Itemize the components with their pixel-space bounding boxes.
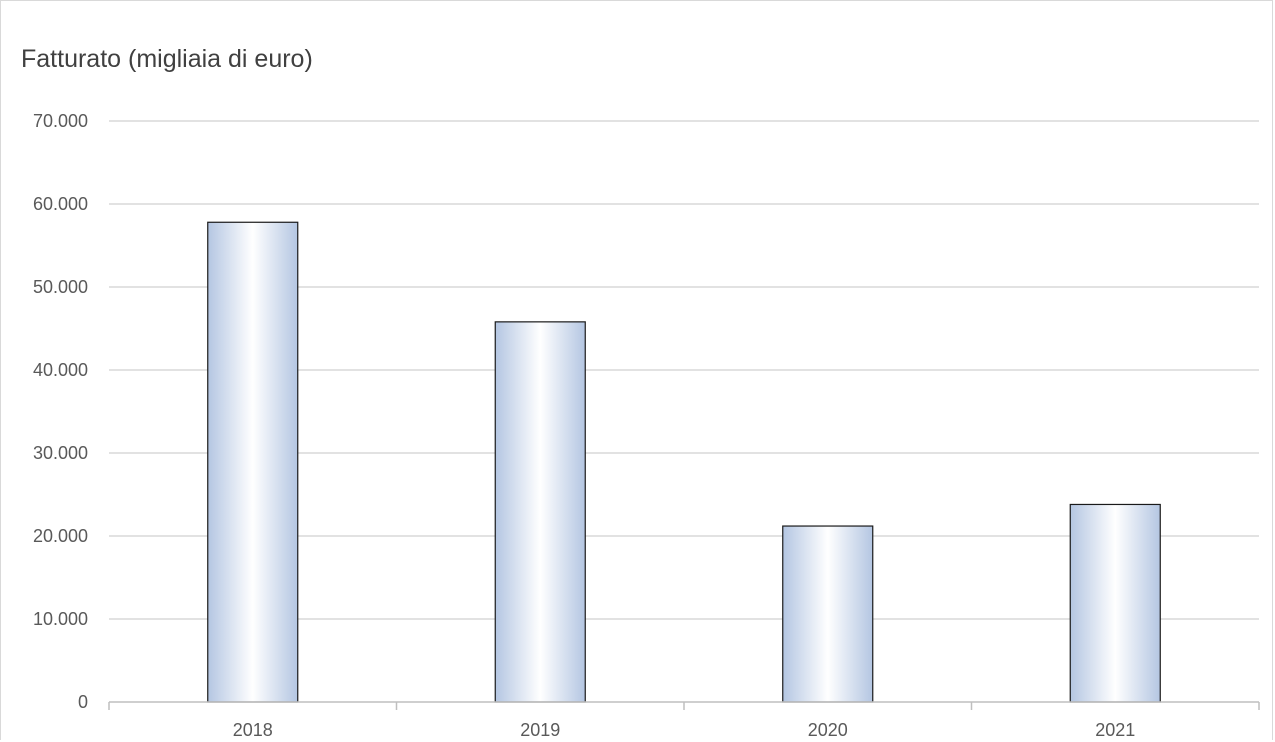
x-tick-label: 2021 [1095,720,1135,740]
bar [782,525,874,703]
bars [207,221,1161,703]
y-tick-label: 40.000 [33,360,88,380]
y-tick-label: 70.000 [33,111,88,131]
y-tick-label: 60.000 [33,194,88,214]
bar [207,221,299,703]
gridlines [109,120,1259,620]
y-tick-label: 50.000 [33,277,88,297]
y-tick-label: 20.000 [33,526,88,546]
axes [108,701,1260,710]
chart-title: Fatturato (migliaia di euro) [21,45,313,73]
bar [1069,503,1161,703]
tick-labels: 0 10.000 20.000 30.000 40.000 50.000 60.000 70.… [33,111,1135,740]
y-tick-label: 0 [78,692,88,712]
bar [494,321,586,703]
x-tick-label: 2018 [233,720,273,740]
x-tick-label: 2019 [520,720,560,740]
x-tick-label: 2020 [808,720,848,740]
y-tick-label: 30.000 [33,443,88,463]
y-tick-label: 10.000 [33,609,88,629]
